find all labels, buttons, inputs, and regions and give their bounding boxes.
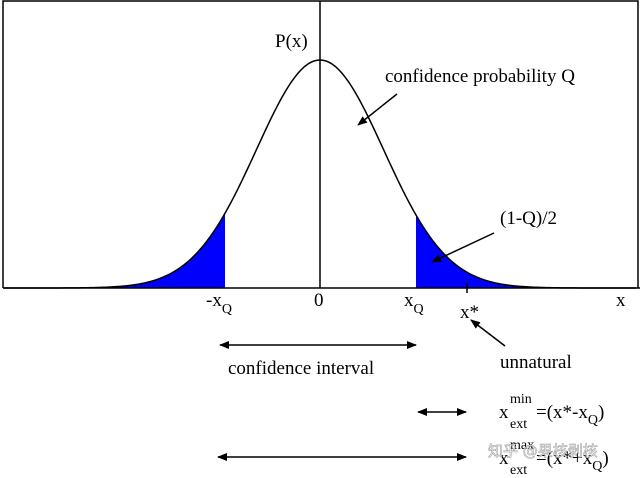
y-label: P(x) — [275, 31, 308, 52]
watermark: 知乎 @果核剥核 — [488, 442, 598, 460]
formula-sub: ext — [510, 417, 527, 432]
x-star-label: x* — [460, 302, 479, 323]
interval-label: confidence interval — [228, 358, 374, 379]
arrow — [470, 319, 506, 347]
base: x — [404, 290, 414, 311]
formula: x max ext =(x*+xQ) — [499, 438, 609, 478]
rest: =(x*+x — [536, 448, 593, 469]
confidence-label: confidence probability Q — [385, 66, 575, 87]
formula-rest: =(x*-xQ) — [536, 402, 604, 428]
arrow — [357, 93, 398, 126]
base: -x — [206, 290, 222, 311]
pos-q-label: xQ — [404, 290, 424, 317]
formula: x min ext =(x*-xQ) — [499, 392, 604, 432]
sub: Q — [414, 302, 424, 317]
formula-base: x — [499, 402, 509, 423]
formula-base: x — [499, 448, 509, 469]
formula-sup: max — [510, 438, 534, 453]
close: ) — [602, 448, 608, 469]
tail-label: (1-Q)/2 — [500, 208, 557, 229]
arrow — [431, 232, 495, 263]
rest-sub: Q — [592, 459, 602, 474]
close: ) — [598, 402, 604, 423]
formula-rest: =(x*+xQ) — [536, 448, 609, 474]
origin-label: 0 — [314, 290, 324, 311]
sub: Q — [222, 302, 232, 317]
x-label: x — [616, 290, 626, 311]
formula-sup: min — [510, 392, 532, 407]
rest: =(x*-x — [536, 402, 588, 423]
neg-q-label: -xQ — [206, 290, 232, 317]
unnatural-label: unnatural — [500, 352, 572, 373]
formula-sub: ext — [510, 463, 527, 478]
plot — [2, 0, 640, 293]
rest-sub: Q — [588, 413, 598, 428]
